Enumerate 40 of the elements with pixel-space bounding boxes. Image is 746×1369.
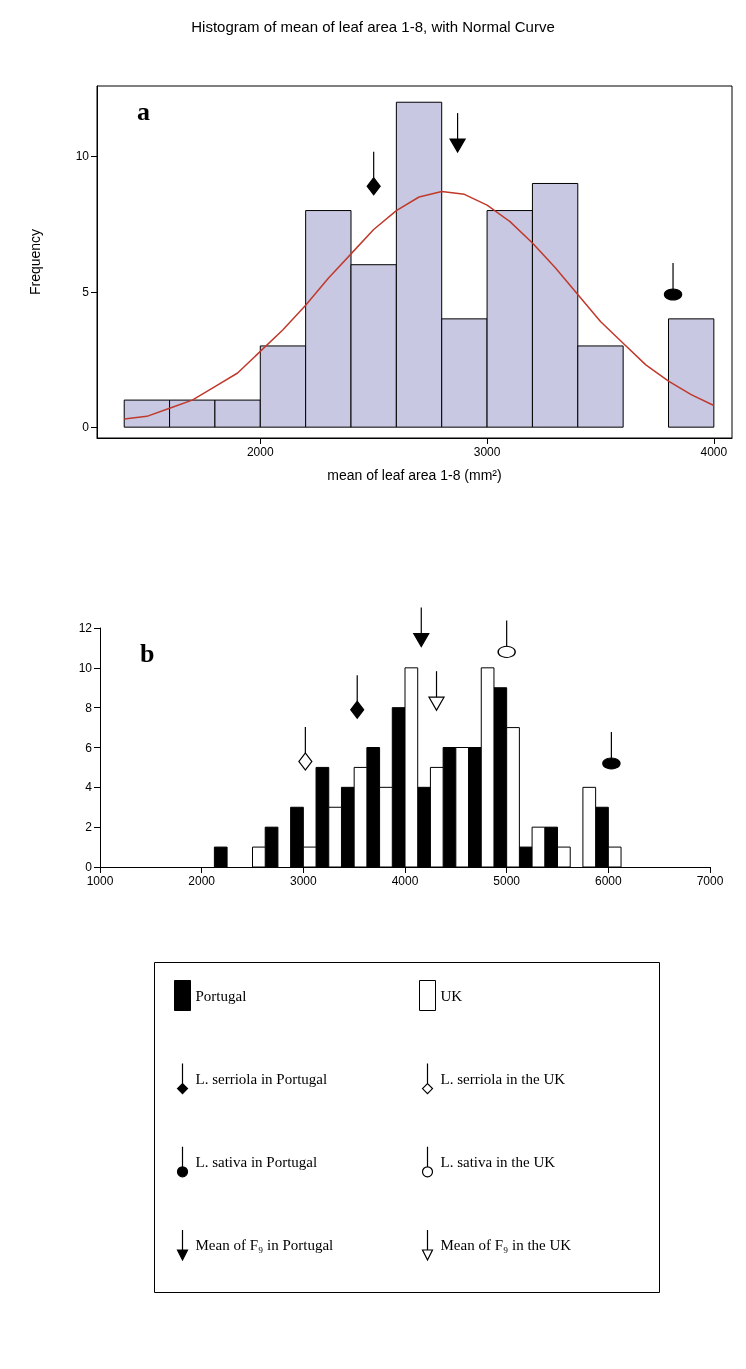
legend-label: Portugal [195,987,247,1004]
y-tick-label: 6 [85,740,93,755]
annotation: b [140,638,155,668]
x-tick-label: 2000 [246,445,274,459]
point [350,700,365,719]
point [366,177,381,196]
x-tick-label: 2000 [188,874,216,888]
y-tick-label: 12 [78,621,93,635]
x-axis-title: mean of leaf area 1-8 (mm²) [327,467,502,483]
y-tick-label: 2 [85,820,93,835]
legend-label: L. sativa in the UK [440,1153,556,1170]
legend-label: UK [440,987,463,1004]
point [428,696,445,711]
legend-label: L. serriola in the UK [440,1070,566,1087]
point [413,632,430,648]
x-tick-label: 4000 [700,445,728,459]
y-tick-label: 0 [85,860,93,874]
legend-label: Mean of F₉ in Portugal [195,1237,334,1253]
y-tick-label: 8 [85,700,93,715]
x-tick-label: 3000 [289,874,317,888]
chart-title: Histogram of mean of leaf area 1-8, with Normal Curve [191,18,555,35]
y-tick-label: 5 [82,284,90,299]
legend-label: L. sativa in Portugal [195,1153,318,1170]
annotation: a [137,96,150,126]
line-series [123,190,715,420]
y-tick-label: 0 [82,420,90,435]
x-tick-label: 3000 [473,445,501,459]
x-tick-label: 5000 [493,874,521,888]
x-tick-label: 6000 [594,874,622,888]
point [298,752,313,771]
point [449,138,466,153]
y-tick-label: 10 [78,660,93,675]
x-tick-label: 1000 [86,874,114,888]
x-tick-label: 7000 [696,874,724,888]
y-tick-label: 10 [75,149,90,164]
legend-label: L. serriola in Portugal [195,1070,328,1087]
x-tick-label: 4000 [391,874,419,888]
y-tick-label: 4 [85,780,93,795]
legend-label: Mean of F₉ in the UK [440,1237,572,1253]
y-axis-title: Frequency [27,228,43,296]
